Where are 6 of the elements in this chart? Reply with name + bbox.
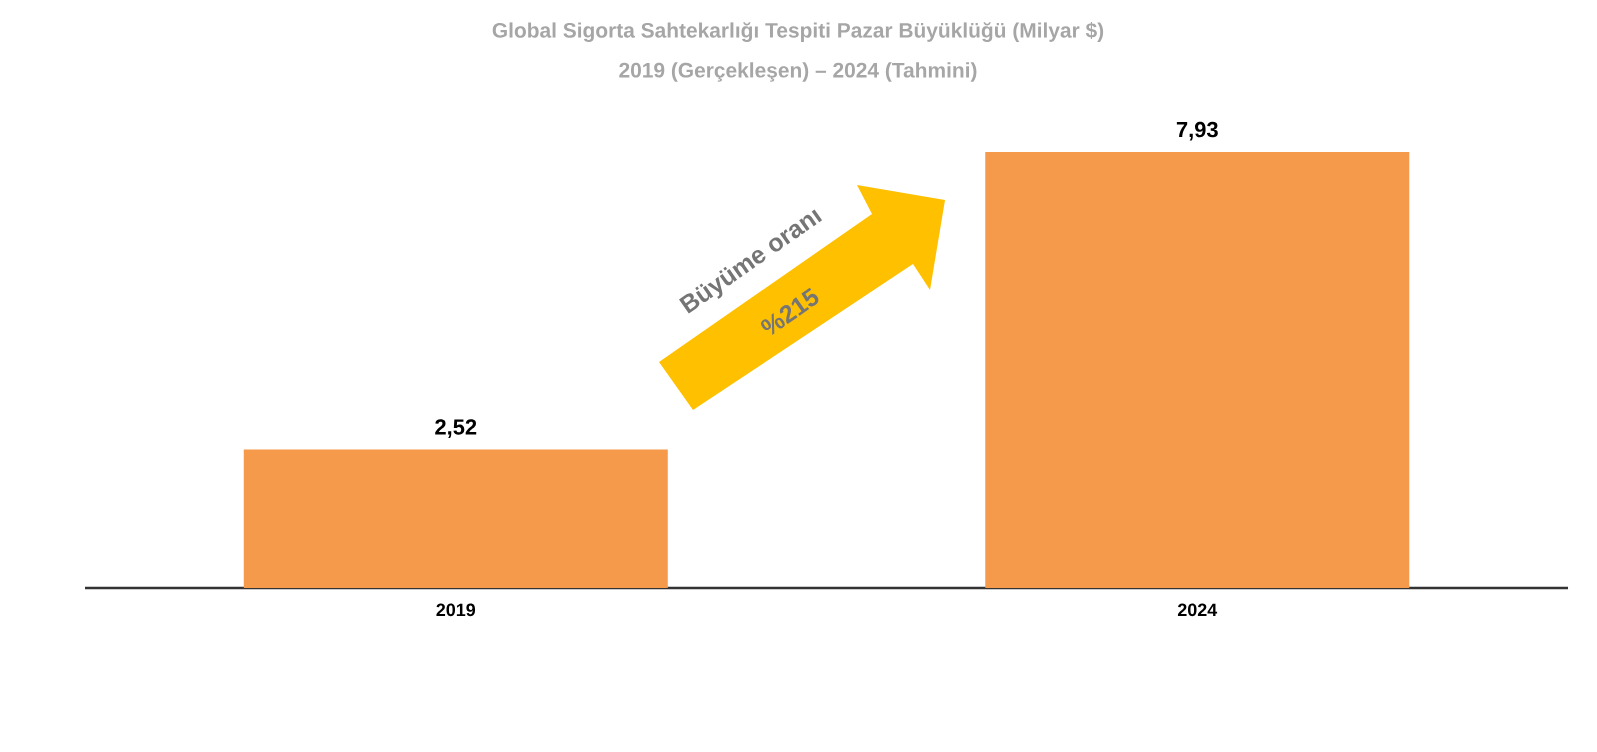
data-label: 2,52 [435, 419, 477, 438]
x-tick-label: 2024 [1177, 603, 1218, 617]
x-tick-label: 2019 [436, 603, 476, 617]
chart-title: Global Sigorta Sahtekarlığı Tespiti Pazar Büyüklüğü (Milyar $) [492, 22, 1104, 42]
chart-subtitle: 2019 (Gerçekleşen) – 2024 (Tahmini) [619, 62, 977, 82]
data-label: 7,93 [1176, 121, 1218, 141]
